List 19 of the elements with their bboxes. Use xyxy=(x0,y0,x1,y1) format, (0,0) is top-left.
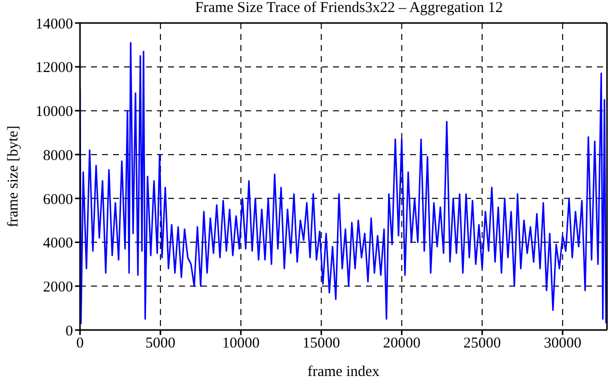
x-tick-label: 20000 xyxy=(382,336,420,352)
x-tick-label: 15000 xyxy=(302,336,340,352)
line-series xyxy=(80,42,607,324)
y-tick-label: 6000 xyxy=(43,192,73,208)
x-tick-label: 0 xyxy=(76,336,84,352)
y-axis-title: frame size [byte] xyxy=(5,126,22,228)
y-tick-label: 10000 xyxy=(36,104,73,120)
y-tick-label: 2000 xyxy=(43,279,73,296)
x-tick-label: 10000 xyxy=(222,336,260,352)
x-tick-label: 5000 xyxy=(145,336,176,352)
x-tick-label: 30000 xyxy=(544,336,582,352)
y-tick-label: 14000 xyxy=(36,16,73,32)
y-tick-label: 4000 xyxy=(43,236,73,252)
y-tick-label: 8000 xyxy=(43,148,73,164)
chart-title: Frame Size Trace of Friends3x22 – Aggregation 12 xyxy=(194,0,504,17)
y-tick-label: 0 xyxy=(66,323,73,340)
x-axis-title: frame index xyxy=(307,364,380,380)
x-tick-label: 25000 xyxy=(463,336,501,352)
y-tick-label: 12000 xyxy=(36,60,73,76)
